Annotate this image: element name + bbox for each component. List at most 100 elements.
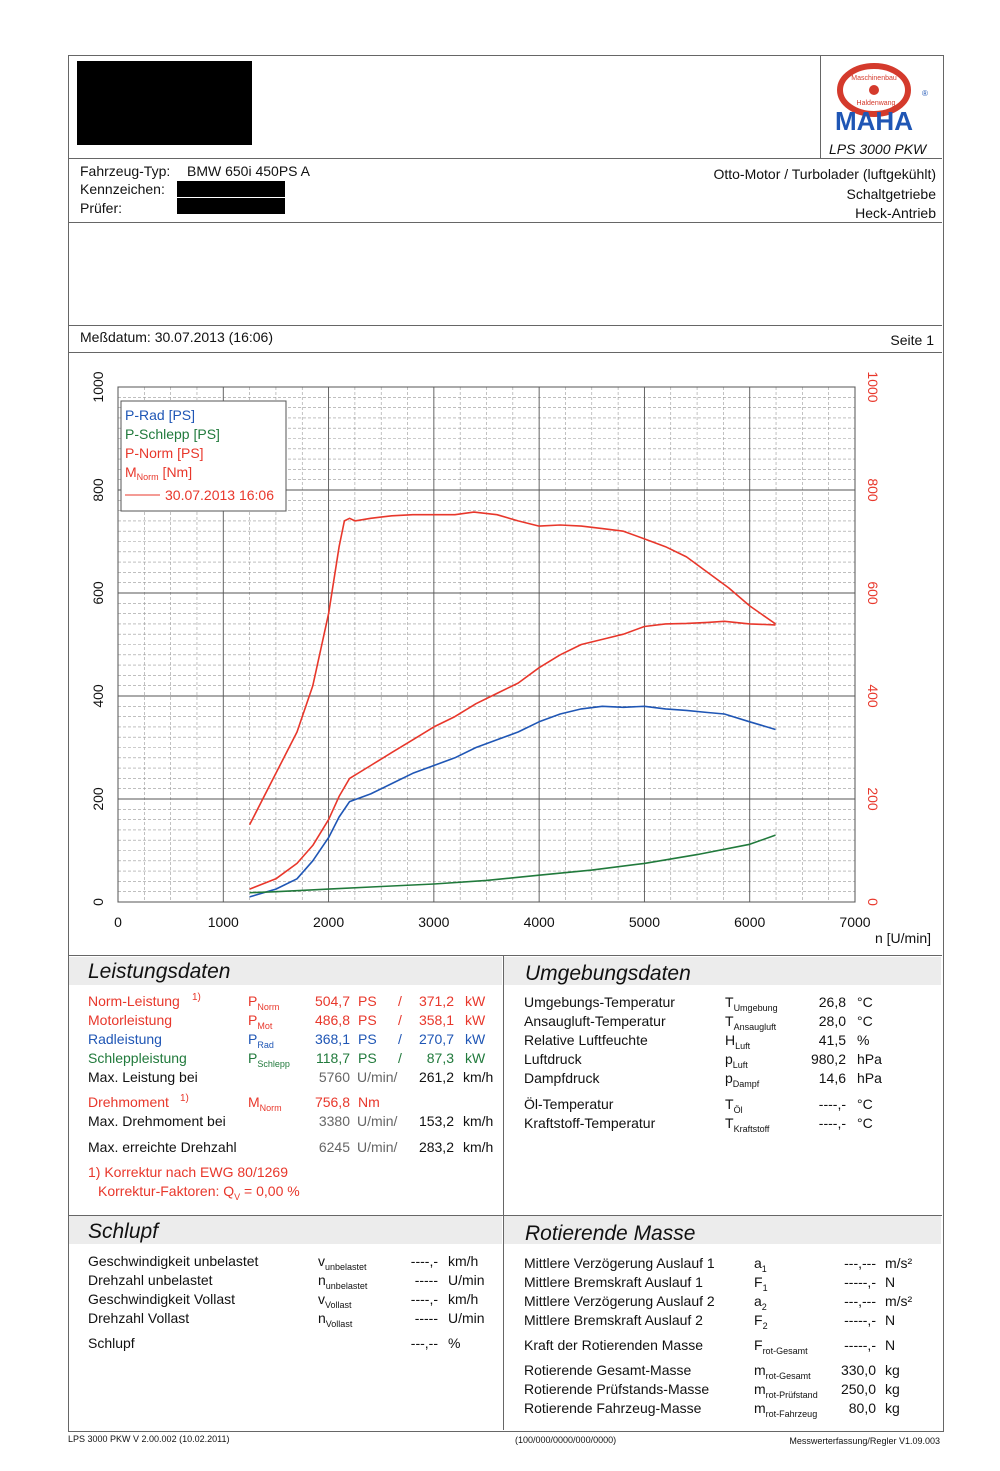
- rot-force-label: Kraft der Rotierenden Masse: [524, 1337, 703, 1353]
- perf-label: Motorleistung: [88, 1012, 173, 1028]
- max-power-at-rpm: 5760: [318, 1069, 350, 1085]
- rot-mass-label: Rotierende Prüfstands-Masse: [524, 1381, 710, 1397]
- rot-symbol: a2: [754, 1293, 767, 1312]
- max-torque-at-label: Max. Drehmoment bei: [88, 1113, 226, 1129]
- perf-unit-ps: PS: [358, 993, 377, 1009]
- slip-value: ----,-: [410, 1253, 438, 1269]
- perf-value-ps: 368,1: [314, 1031, 350, 1047]
- inspector-label: Prüfer:: [80, 200, 123, 216]
- max-power-at-label: Max. Leistung bei: [88, 1069, 198, 1085]
- slip-label: Geschwindigkeit Vollast: [88, 1291, 236, 1307]
- env-unit: °C: [857, 1115, 873, 1131]
- section-bar-left-2: [69, 1216, 502, 1244]
- vehicle-type-label: Fahrzeug-Typ:: [80, 163, 171, 179]
- rot-mass-value: 250,0: [840, 1381, 876, 1397]
- x-tick-label: 3000: [418, 914, 449, 930]
- x-axis-label: n [U/min]: [875, 930, 931, 946]
- perf-unit-kw: kW: [465, 1050, 486, 1066]
- rotating-title: Rotierende Masse: [525, 1222, 696, 1245]
- slip-unit: U/min: [448, 1310, 485, 1326]
- perf-separator: /: [398, 1012, 402, 1028]
- env-value: 41,5: [818, 1032, 846, 1048]
- logo-registered: ®: [922, 89, 928, 98]
- y-right-tick-label: 0: [865, 898, 881, 906]
- slip-value: -----: [414, 1310, 438, 1326]
- rot-symbol: a1: [754, 1255, 767, 1274]
- env-label: Dampfdruck: [524, 1070, 600, 1086]
- rot-force-value: -----,-: [844, 1337, 876, 1353]
- perf-separator: /: [398, 1031, 402, 1047]
- slip-label: Drehzahl Vollast: [88, 1310, 190, 1326]
- rot-mass-symbol: mrot-Prüfstand: [754, 1381, 818, 1400]
- logo-gear-icon: [869, 85, 879, 95]
- env-symbol: TUmgebung: [725, 994, 778, 1013]
- env-unit: °C: [857, 994, 873, 1010]
- perf-value-kw: 358,1: [418, 1012, 454, 1028]
- env-unit: hPa: [857, 1051, 882, 1067]
- x-tick-label: 7000: [839, 914, 870, 930]
- perf-symbol: PRad: [248, 1031, 274, 1050]
- logo-wordmark: MAHA: [835, 106, 913, 136]
- report-frame: [68, 55, 944, 1432]
- env-value: 14,6: [818, 1070, 846, 1086]
- rot-value: ---,---: [844, 1255, 876, 1271]
- torque-note: 1): [180, 1093, 189, 1104]
- env-label: Luftdruck: [524, 1051, 582, 1067]
- perf-symbol: PNorm: [248, 993, 280, 1012]
- y-left-tick-label: 400: [90, 684, 106, 708]
- engine-type: Otto-Motor / Turbolader (luftgekühlt): [713, 166, 936, 182]
- legend-p-schlepp: P-Schlepp [PS]: [125, 426, 220, 442]
- slip-total-value: ---,--: [410, 1335, 438, 1351]
- max-rpm-speed: 283,2: [418, 1139, 454, 1155]
- footer-controller-version: Messwerterfassung/Regler V1.09.003: [789, 1436, 940, 1446]
- perf-unit-ps: PS: [358, 1031, 377, 1047]
- y-left-tick-label: 0: [90, 898, 106, 906]
- env-label: Öl-Temperatur: [524, 1096, 614, 1112]
- max-torque-at-rpm: 3380: [318, 1113, 350, 1129]
- gearbox-type: Schaltgetriebe: [846, 186, 936, 202]
- chart-bottom-divider: [68, 955, 942, 956]
- torque-symbol: MNorm: [248, 1094, 282, 1113]
- legend-p-norm: P-Norm [PS]: [125, 445, 204, 461]
- torque-unit: Nm: [358, 1094, 380, 1110]
- env-symbol: pLuft: [725, 1051, 748, 1070]
- rot-value: -----,-: [844, 1312, 876, 1328]
- plate-label: Kennzeichen:: [80, 181, 165, 197]
- footer-config-code: (100/000/0000/000/0000): [515, 1435, 617, 1445]
- rot-mass-unit: kg: [885, 1400, 900, 1416]
- power-torque-chart: 0 1000 2000 3000 4000 5000 6000 700002004006008…: [90, 371, 931, 946]
- env-unit: hPa: [857, 1070, 882, 1086]
- y-left-tick-label: 1000: [90, 371, 106, 402]
- rot-mass-value: 330,0: [840, 1362, 876, 1378]
- section-bar-left: [69, 957, 502, 985]
- rot-symbol: F2: [754, 1312, 768, 1331]
- section-bar-right: [504, 957, 941, 985]
- slip-title: Schlupf: [88, 1220, 159, 1243]
- info-divider: [68, 222, 942, 223]
- max-power-at-speed: 261,2: [418, 1069, 454, 1085]
- rot-force-symbol: Frot-Gesamt: [754, 1337, 808, 1356]
- rot-symbol: F1: [754, 1274, 768, 1293]
- series-line-p-rad-ps: [249, 705, 776, 898]
- rot-mass-value: 80,0: [848, 1400, 876, 1416]
- env-label: Kraftstoff-Temperatur: [524, 1115, 656, 1131]
- slip-symbol: nunbelastet: [318, 1272, 368, 1291]
- slip-total-unit: %: [448, 1335, 461, 1351]
- env-value: ----,-: [818, 1096, 846, 1112]
- env-symbol: pDampf: [725, 1070, 760, 1089]
- rot-value: -----,-: [844, 1274, 876, 1290]
- measurement-date: Meßdatum: 30.07.2013 (16:06): [80, 329, 274, 345]
- logo-ring-bottom: Haldenwang: [857, 100, 896, 107]
- series-line-m-norm-nm: [248, 511, 776, 826]
- rot-value: ---,---: [844, 1293, 876, 1309]
- max-torque-at-speed-unit: km/h: [463, 1113, 494, 1129]
- legend-box: [120, 400, 287, 512]
- redacted-plate: [177, 181, 285, 197]
- perf-symbol: PMot: [248, 1012, 273, 1031]
- env-value: 26,8: [818, 994, 846, 1010]
- env-unit: °C: [857, 1096, 873, 1112]
- environment-title: Umgebungsdaten: [525, 962, 691, 985]
- perf-separator: /: [398, 993, 402, 1009]
- max-torque-at-speed: 153,2: [418, 1113, 454, 1129]
- env-label: Relative Luftfeuchte: [524, 1032, 648, 1048]
